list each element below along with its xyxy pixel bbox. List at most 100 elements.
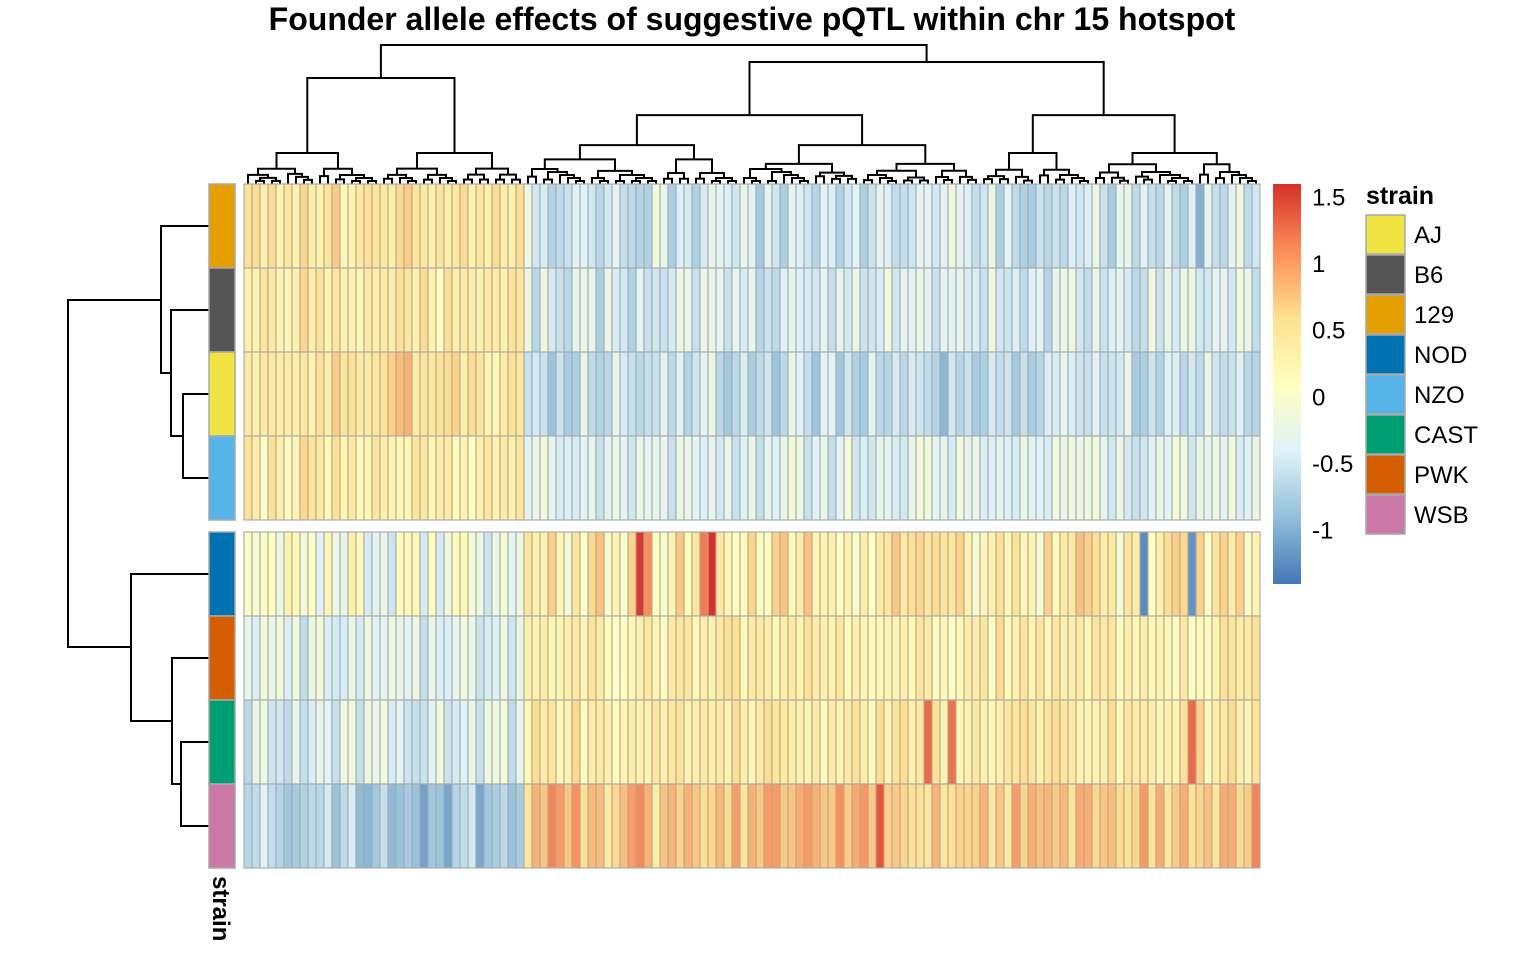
heatmap-cell [859, 435, 869, 521]
heatmap-cell [387, 783, 397, 869]
heatmap-cell [1163, 531, 1173, 617]
column-dendrogram-branch [999, 178, 1009, 184]
heatmap-cell [387, 699, 397, 785]
heatmap-cell [315, 435, 325, 521]
heatmap-cell [347, 435, 357, 521]
heatmap-cell [403, 615, 413, 701]
heatmap-cell [683, 435, 693, 521]
heatmap-cell [1203, 351, 1213, 437]
heatmap-cell [851, 267, 861, 353]
heatmap-cell [507, 783, 517, 869]
column-dendrogram-branch [1215, 177, 1225, 184]
heatmap-cell [659, 615, 669, 701]
heatmap-cell [683, 615, 693, 701]
heatmap-cell [715, 435, 725, 521]
heatmap-cell [1035, 267, 1045, 353]
heatmap-cell [1019, 531, 1029, 617]
heatmap-cell [1235, 435, 1245, 521]
heatmap-cell [1003, 183, 1013, 269]
heatmap-cell [1083, 783, 1093, 869]
heatmap-cell [1083, 183, 1093, 269]
heatmap-cell [1099, 435, 1109, 521]
heatmap-cell [859, 531, 869, 617]
heatmap-cell [907, 435, 917, 521]
column-dendrogram-branch [1059, 173, 1079, 180]
heatmap-cells [243, 183, 1261, 869]
heatmap-cell [1011, 183, 1021, 269]
column-dendrogram-branch [749, 168, 783, 178]
heatmap-cell [507, 699, 517, 785]
heatmap-cell [811, 183, 821, 269]
heatmap-cell [1027, 531, 1037, 617]
heatmap-cell [331, 615, 341, 701]
heatmap-cell [747, 435, 757, 521]
heatmap-cell [787, 531, 797, 617]
heatmap-cell [995, 351, 1005, 437]
heatmap-cell [691, 435, 701, 521]
heatmap-cell [259, 699, 269, 785]
heatmap-cell [283, 267, 293, 353]
heatmap-cell [1035, 699, 1045, 785]
heatmap-cell [1035, 531, 1045, 617]
heatmap-cell [539, 351, 549, 437]
heatmap-cell [707, 531, 717, 617]
heatmap-cell [899, 183, 909, 269]
heatmap-cell [1051, 783, 1061, 869]
heatmap-cell [507, 435, 517, 521]
heatmap-cell [1251, 531, 1261, 617]
heatmap-cell [587, 531, 597, 617]
heatmap-cell [1123, 615, 1133, 701]
heatmap-cell [667, 351, 677, 437]
column-dendrogram-branch [1131, 152, 1218, 165]
heatmap-cell [835, 615, 845, 701]
heatmap-cell [1163, 267, 1173, 353]
heatmap-cell [571, 267, 581, 353]
heatmap-cell [523, 783, 533, 869]
heatmap-cell [339, 783, 349, 869]
heatmap-cell [667, 183, 677, 269]
heatmap-cell [331, 183, 341, 269]
heatmap-cell [1147, 615, 1157, 701]
heatmap-cell [1131, 351, 1141, 437]
legend-label-pwk: PWK [1414, 462, 1469, 489]
heatmap-cell [307, 267, 317, 353]
heatmap-cell [379, 183, 389, 269]
heatmap-cell [1147, 699, 1157, 785]
heatmap-cell [779, 699, 789, 785]
heatmap-cell [1043, 783, 1053, 869]
heatmap-cell [451, 615, 461, 701]
heatmap-cell [691, 267, 701, 353]
heatmap-cell [747, 615, 757, 701]
heatmap-cell [1195, 615, 1205, 701]
heatmap-cell [891, 351, 901, 437]
heatmap-cell [739, 183, 749, 269]
heatmap-cell [539, 183, 549, 269]
heatmap-cell [619, 267, 629, 353]
heatmap-cell [403, 783, 413, 869]
heatmap-cell [1195, 435, 1205, 521]
heatmap-cell [547, 699, 557, 785]
heatmap-cell [1115, 267, 1125, 353]
heatmap-cell [1027, 699, 1037, 785]
heatmap-cell [1075, 615, 1085, 701]
heatmap-cell [1187, 435, 1197, 521]
heatmap-cell [587, 699, 597, 785]
heatmap-cell [1003, 351, 1013, 437]
heatmap-cell [1219, 267, 1229, 353]
heatmap-cell [995, 531, 1005, 617]
heatmap-cell [1067, 267, 1077, 353]
heatmap-cell [531, 183, 541, 269]
heatmap-cell [1123, 351, 1133, 437]
heatmap-cell [1235, 615, 1245, 701]
heatmap-cell [283, 435, 293, 521]
heatmap-cell [675, 615, 685, 701]
heatmap-cell [1227, 699, 1237, 785]
color-scale-legend: 1.5 1 0.5 0 -0.5 -1 [1273, 184, 1353, 584]
heatmap-cell [1035, 435, 1045, 521]
heatmap-cell [1203, 615, 1213, 701]
heatmap-cell [675, 531, 685, 617]
heatmap-cell [891, 435, 901, 521]
heatmap-cell [595, 531, 605, 617]
heatmap-cell [467, 699, 477, 785]
heatmap-cell [875, 267, 885, 353]
